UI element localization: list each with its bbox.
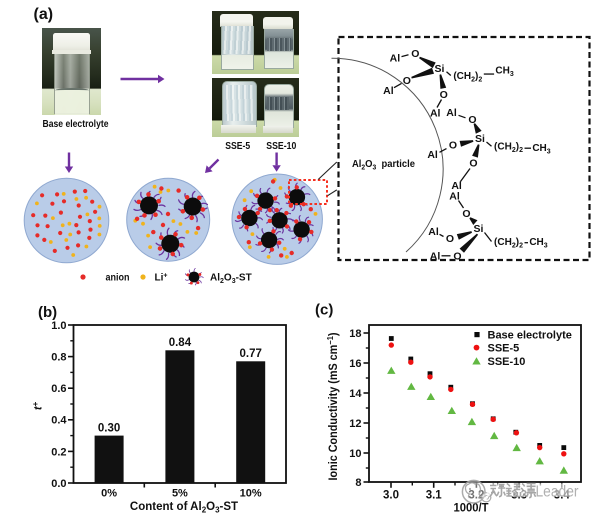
svg-text:0.4: 0.4 (51, 415, 67, 427)
svg-text:(a): (a) (34, 6, 54, 23)
svg-text:Al2O3 particle: Al2O3 particle (352, 158, 415, 172)
svg-text:12: 12 (349, 418, 361, 430)
svg-text:10%: 10% (240, 488, 262, 500)
svg-text:5%: 5% (172, 488, 188, 500)
svg-text:Al: Al (427, 149, 438, 161)
svg-text:CH3: CH3 (529, 237, 547, 250)
svg-text:Content of Al2O3-ST: Content of Al2O3-ST (130, 501, 238, 515)
svg-text:Li+: Li+ (155, 273, 168, 284)
svg-text:O: O (449, 140, 457, 152)
svg-text:Al: Al (428, 226, 439, 238)
svg-text:1.0: 1.0 (51, 320, 66, 332)
svg-text:(b): (b) (38, 304, 57, 321)
svg-text:(c): (c) (315, 302, 333, 319)
svg-text:Leader: Leader (536, 483, 579, 500)
svg-text:O: O (462, 208, 470, 220)
svg-text:Al: Al (446, 107, 457, 119)
svg-text:Si: Si (434, 63, 444, 75)
svg-text:Si: Si (475, 133, 485, 145)
svg-text:t+: t+ (31, 402, 45, 411)
svg-text:O: O (446, 233, 454, 245)
svg-text:Base electrolyte: Base electrolyte (43, 118, 109, 130)
svg-text:(CH2)2: (CH2)2 (494, 142, 523, 155)
svg-text:Base electrolyte: Base electrolyte (488, 330, 572, 342)
svg-text:(CH2)2: (CH2)2 (453, 71, 482, 84)
svg-text:Al2O3-ST: Al2O3-ST (210, 273, 252, 286)
svg-text:CH3: CH3 (532, 143, 550, 156)
svg-text:3.1: 3.1 (426, 489, 443, 501)
svg-text:Al: Al (449, 191, 460, 203)
svg-text:3.0: 3.0 (383, 489, 399, 501)
svg-text:anion: anion (106, 273, 130, 284)
svg-text:O: O (411, 48, 419, 60)
svg-text:0.0: 0.0 (51, 478, 66, 490)
svg-text:SSE-5: SSE-5 (225, 140, 250, 152)
svg-text:O: O (453, 251, 461, 263)
svg-text:10: 10 (349, 448, 361, 460)
svg-text:SSE-5: SSE-5 (488, 343, 520, 355)
svg-text:Si: Si (474, 223, 484, 235)
svg-text:0.6: 0.6 (51, 383, 66, 395)
svg-text:0%: 0% (101, 488, 117, 500)
svg-text:Al: Al (383, 85, 394, 97)
svg-text:0.30: 0.30 (98, 422, 120, 434)
svg-text:1000/T: 1000/T (454, 501, 490, 515)
svg-text:O: O (403, 75, 411, 87)
svg-text:18: 18 (349, 328, 361, 340)
svg-text:0.77: 0.77 (240, 348, 262, 360)
svg-text:O: O (468, 114, 476, 126)
svg-text:Al: Al (390, 52, 401, 64)
svg-text:O: O (440, 89, 448, 101)
svg-text:Ionic Conductivity (mS cm−1): Ionic Conductivity (mS cm−1) (326, 332, 340, 480)
svg-text:SSE-10: SSE-10 (488, 356, 526, 368)
svg-text:0.8: 0.8 (51, 352, 66, 364)
svg-text:SSE-10: SSE-10 (266, 140, 296, 152)
svg-text:16: 16 (349, 358, 361, 370)
svg-text:14: 14 (349, 388, 362, 400)
svg-text:CH3: CH3 (495, 66, 513, 79)
svg-text:(CH2)2: (CH2)2 (494, 237, 523, 250)
svg-text:Al: Al (430, 251, 441, 263)
svg-text:0.84: 0.84 (169, 337, 192, 349)
svg-text:0.2: 0.2 (51, 446, 66, 458)
svg-text:Al: Al (430, 108, 441, 120)
svg-text:O: O (469, 158, 477, 170)
svg-text:8: 8 (355, 477, 361, 489)
svg-text:Al: Al (451, 180, 462, 192)
